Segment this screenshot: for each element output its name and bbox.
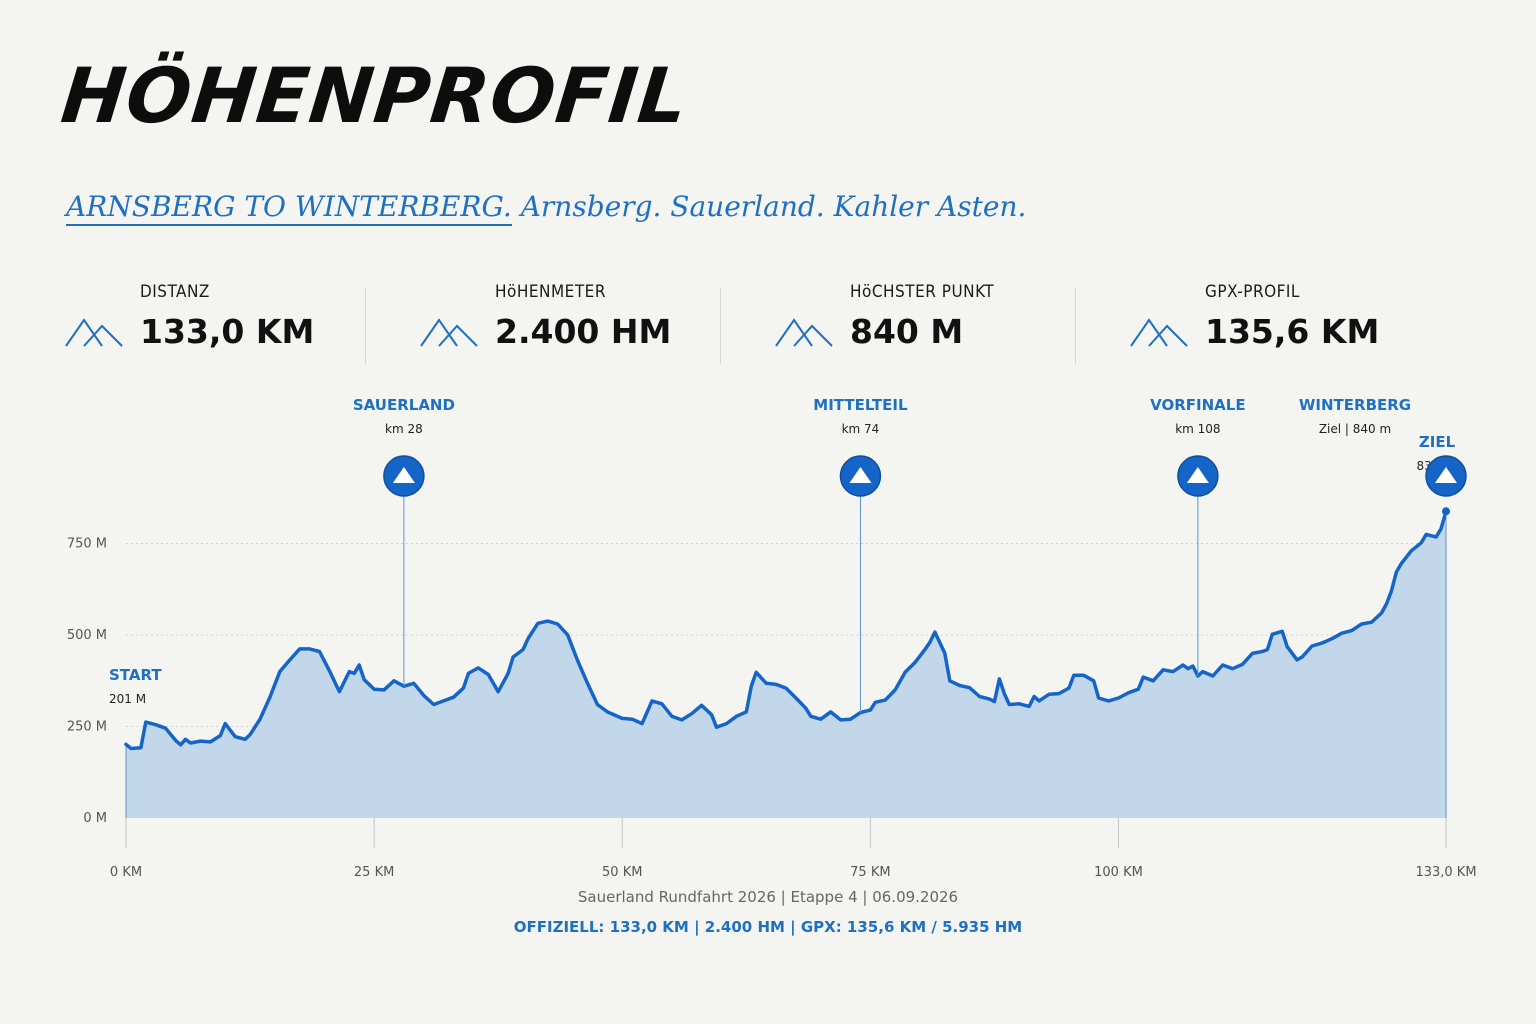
stat-value: 840 M — [850, 312, 964, 351]
marker-name: MITTELTEIL — [813, 396, 908, 414]
event-info: Sauerland Rundfahrt 2026 | Etappe 4 | 06… — [577, 888, 959, 906]
x-tick-label: 75 KM — [850, 865, 890, 880]
stat-label: HöCHSTER PUNKT — [850, 282, 995, 302]
winterberg-sub-label: Ziel | 840 m — [1319, 422, 1391, 436]
stats-divider — [720, 288, 721, 364]
route-subtitle-underlined: ARNSBERG TO WINTERBERG. — [66, 190, 512, 226]
start-elevation-label: 201 M — [109, 692, 146, 706]
marker-km: km 108 — [1175, 422, 1220, 436]
y-tick-label: 750 M — [67, 537, 107, 552]
y-tick-label: 500 M — [67, 628, 107, 643]
y-tick-label: 250 M — [67, 720, 107, 735]
stat-label: DISTANZ — [140, 282, 210, 302]
winterberg-label: WINTERBERG — [1299, 396, 1411, 414]
finish-point — [1442, 507, 1450, 516]
stat-highest-point: HöCHSTER PUNKT 840 M — [774, 278, 1074, 368]
start-label: START — [109, 666, 162, 684]
stat-gpx-profile: GPX-PROFIL 135,6 KM — [1129, 278, 1429, 368]
triangle-up-icon — [1186, 467, 1209, 483]
x-tick-label: 133,0 KM — [1415, 865, 1476, 880]
triangle-up-icon — [849, 467, 872, 483]
stats-divider — [1075, 288, 1076, 364]
x-tick-label: 25 KM — [354, 865, 394, 880]
official-summary: OFFIZIELL: 133,0 KM | 2.400 HM | GPX: 13… — [513, 918, 1023, 936]
route-subtitle: ARNSBERG TO WINTERBERG. Arnsberg. Sauerl… — [66, 190, 1027, 226]
marker-km: km 74 — [842, 422, 880, 436]
elevation-chart: 0 M 250 M 500 M 750 M 0 KM 25 KM 50 KM 75 KM 100… — [67, 396, 1477, 880]
stat-value: 133,0 KM — [140, 312, 315, 351]
x-tick-label: 50 KM — [602, 865, 642, 880]
stat-label: HöHENMETER — [495, 282, 606, 302]
marker-name: VORFINALE — [1150, 396, 1245, 414]
stat-elevation-gain: HöHENMETER 2.400 HM — [419, 278, 719, 368]
mountain-icon — [775, 318, 833, 347]
x-tick-label: 100 KM — [1094, 865, 1143, 880]
mountain-icon — [65, 318, 123, 347]
stats-row: DISTANZ 133,0 KM HöHENMETER 2.400 HM HöC… — [0, 278, 1536, 368]
stat-value: 135,6 KM — [1205, 312, 1380, 351]
mountain-icon — [420, 318, 478, 347]
route-subtitle-rest: Arnsberg. Sauerland. Kahler Asten. — [511, 190, 1027, 223]
triangle-up-icon — [392, 467, 415, 483]
mountain-icon — [1130, 318, 1188, 347]
stat-label: GPX-PROFIL — [1205, 282, 1300, 302]
stats-divider — [365, 288, 366, 364]
marker-name: ZIEL — [1419, 433, 1456, 451]
elevation-area — [126, 511, 1446, 818]
stat-distance: DISTANZ 133,0 KM — [64, 278, 364, 368]
y-tick-label: 0 M — [83, 811, 107, 826]
triangle-up-icon — [1435, 467, 1457, 483]
x-tick-label: 0 KM — [110, 865, 142, 880]
marker-km: km 28 — [385, 422, 423, 436]
marker-name: SAUERLAND — [353, 396, 455, 414]
elevation-line — [124, 509, 1448, 751]
page-title: HÖHENPROFIL — [57, 51, 693, 140]
stat-value: 2.400 HM — [495, 312, 672, 351]
